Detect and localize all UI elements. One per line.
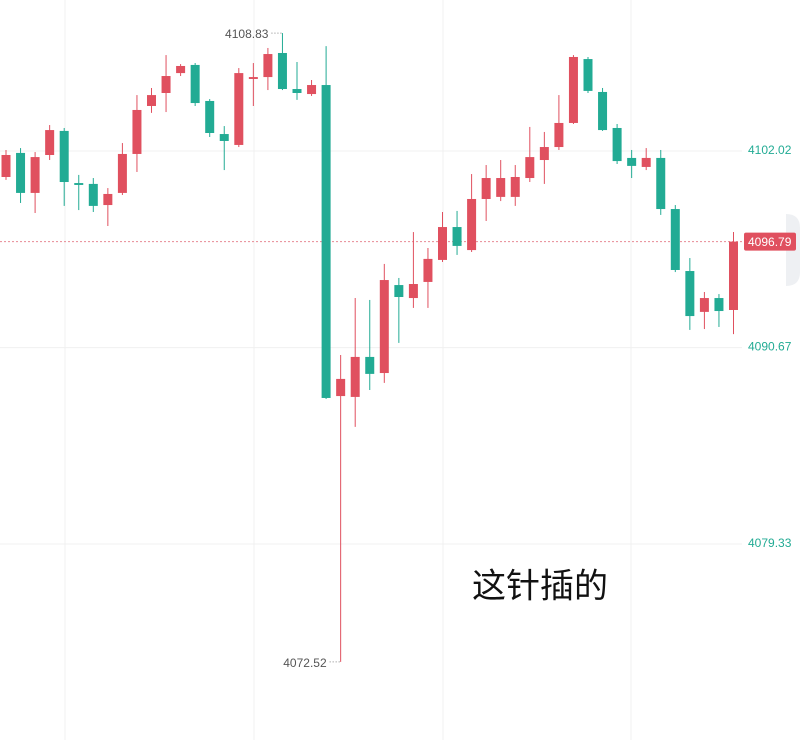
candle-body (30, 157, 40, 193)
candle-body (74, 183, 84, 185)
candle-body (45, 130, 55, 155)
candle-body (277, 52, 287, 90)
high-label: 4108.83 (225, 27, 269, 41)
candle-body (408, 284, 418, 299)
candle-body (176, 65, 186, 74)
candle-body (525, 157, 535, 179)
candle-body (554, 122, 564, 148)
candle-body (641, 157, 651, 167)
candle-body (598, 91, 608, 131)
candle-body (234, 73, 244, 145)
candle-body (379, 280, 389, 374)
candle-body (365, 356, 375, 374)
last-price-label: 4096.79 (748, 235, 792, 249)
candle-body (219, 134, 229, 141)
candle-body (321, 85, 331, 398)
candle-body (481, 178, 491, 199)
candle-body (1, 154, 11, 177)
low-label: 4072.52 (283, 656, 327, 670)
candle-body (88, 183, 98, 206)
candle-body (729, 241, 738, 310)
y-tick-label: 4079.33 (748, 536, 792, 550)
candle-body (612, 127, 622, 162)
candle-body (205, 100, 215, 134)
candle-body (670, 209, 680, 270)
candle-body (292, 89, 302, 93)
y-tick-label: 4090.67 (748, 340, 792, 354)
candle-body (568, 56, 578, 123)
candle-body (714, 298, 724, 312)
candle-body (336, 378, 346, 397)
candle-body (699, 298, 709, 312)
candle-body (452, 227, 462, 246)
candle-body (248, 77, 258, 79)
candle-body (117, 153, 127, 193)
last-price-tag (744, 232, 796, 251)
candle-body (438, 227, 447, 260)
time-grid (64, 0, 632, 740)
candle-body (627, 157, 637, 166)
candle-body (656, 157, 666, 210)
candle-body (103, 193, 113, 206)
candle-body (147, 95, 156, 106)
candle-body (59, 130, 69, 183)
candle-body (132, 109, 142, 154)
y-tick-label: 4102.02 (748, 143, 792, 157)
candle-body (685, 271, 695, 317)
candle-body (263, 54, 273, 78)
candle-body (190, 64, 200, 104)
candle-body (496, 178, 506, 197)
candle-body (539, 147, 549, 161)
candle-body (307, 85, 317, 95)
candle-body (423, 258, 433, 282)
annotation: 这针插的 (472, 567, 608, 607)
candle-body (161, 76, 171, 93)
candle-body (583, 59, 593, 91)
candle-body (16, 152, 26, 193)
candle-body (510, 176, 520, 197)
candle-body (350, 356, 360, 397)
candle-body (467, 198, 477, 251)
candle-body (394, 285, 404, 298)
